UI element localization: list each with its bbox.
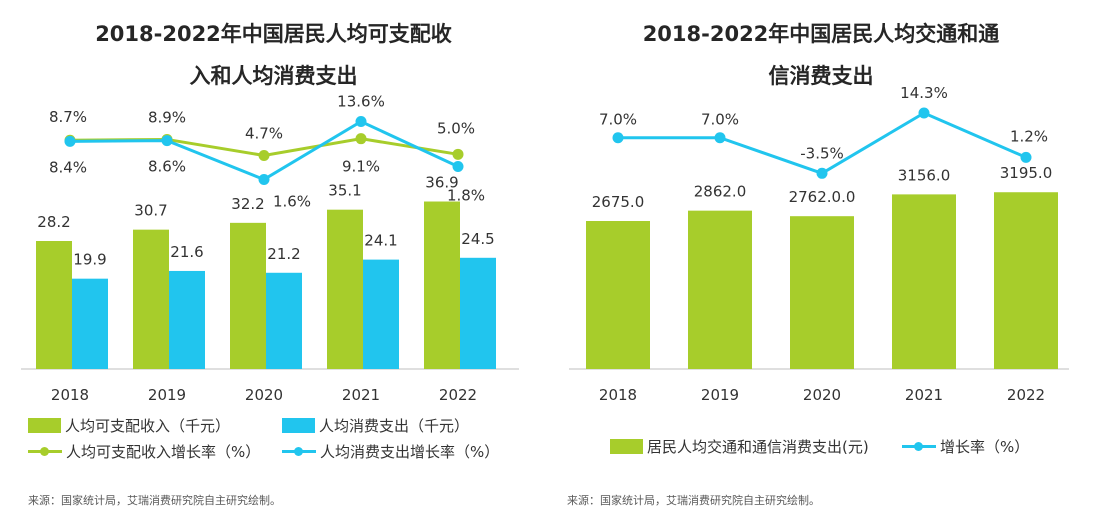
growth-point-2018 <box>64 135 76 147</box>
bar-primary-2020 <box>790 216 854 369</box>
bar-primary-2022 <box>424 201 460 369</box>
transport-communication-chart: 2018 2019 2020 2021 2022 2675.0 2862.0 2762.0.0… <box>569 84 1069 404</box>
source-note: 来源：国家统计局，艾瑞消费研究院自主研究绘制。 <box>567 494 820 507</box>
growth-label-2018: 8.4% <box>49 158 87 176</box>
x-tick-label-2019: 2019 <box>148 386 186 404</box>
legend-item-consumption-growth: 人均消费支出增长率（%） <box>282 442 499 462</box>
legend-swatch-growth <box>902 439 936 454</box>
income-consumption-panel: 2018-2022年中国居民人均可支配收 入和人均消费支出 2018 2019 20… <box>0 0 547 514</box>
legend-item-spending: 居民人均交通和通信消费支出(元) <box>610 437 869 457</box>
legend-swatch-consumption-growth <box>282 444 316 459</box>
growth-label-2022: 5.0% <box>437 119 475 137</box>
x-tick-label-2020: 2020 <box>245 386 283 404</box>
growth-label-2020: 1.6% <box>273 192 311 210</box>
growth-line-primary <box>618 111 1027 175</box>
chart-title-line2: 信消费支出 <box>768 64 874 88</box>
growth-label-2019: 7.0% <box>701 111 739 129</box>
bar-primary-2019 <box>133 229 169 369</box>
bar-value-label-2018: 2675.0 <box>592 193 645 211</box>
growth-label-2021: 14.3% <box>900 84 948 102</box>
legend-swatch-consumption <box>282 418 315 433</box>
growth-point-2021 <box>355 116 367 128</box>
legend-item-income-growth: 人均可支配收入增长率（%） <box>28 442 260 462</box>
growth-label-2018: 8.7% <box>49 108 87 126</box>
bar-value-label-2019: 2862.0 <box>694 183 747 201</box>
growth-point-2020 <box>816 167 828 179</box>
legend-label-income-growth: 人均可支配收入增长率（%） <box>66 443 261 461</box>
bar-secondary-2019 <box>169 270 205 369</box>
growth-point-2022 <box>452 148 464 160</box>
growth-label-2020: -3.5% <box>800 144 844 162</box>
legend-label-spending: 居民人均交通和通信消费支出(元) <box>647 438 869 456</box>
bar-primary-2020 <box>230 222 266 369</box>
bar-primary-2019 <box>688 210 752 369</box>
chart-title-line1: 2018-2022年中国居民人均交通和通 <box>642 22 1000 46</box>
x-tick-label-2022: 2022 <box>1007 386 1045 404</box>
x-tick-label-2020: 2020 <box>803 386 841 404</box>
bar-secondary-2021 <box>363 259 399 369</box>
bar-primary-2018 <box>36 241 72 369</box>
legend-item-growth: 增长率（%） <box>902 437 1029 457</box>
bar-value-label-2018: 19.9 <box>73 251 106 269</box>
x-tick-label-2019: 2019 <box>701 386 739 404</box>
x-tick-label-2021: 2021 <box>342 386 380 404</box>
x-tick-label-2021: 2021 <box>905 386 943 404</box>
growth-point-2021 <box>918 107 930 119</box>
growth-point-2020 <box>258 173 270 185</box>
bar-value-label-2021: 3156.0 <box>898 166 951 184</box>
x-tick-label-2022: 2022 <box>439 386 477 404</box>
legend-label-consumption: 人均消费支出（千元） <box>319 417 470 435</box>
bar-primary-2021 <box>327 209 363 369</box>
growth-point-2019 <box>714 132 726 144</box>
growth-label-2018: 7.0% <box>599 111 637 129</box>
bar-value-label-2022: 24.5 <box>461 230 494 248</box>
growth-label-2019: 8.6% <box>148 158 186 176</box>
bar-value-label-2022: 3195.0 <box>1000 164 1053 182</box>
growth-label-2021: 9.1% <box>342 158 380 176</box>
bar-value-label-2021: 35.1 <box>328 182 361 200</box>
growth-point-2020 <box>258 149 270 161</box>
growth-label-2022: 1.8% <box>447 187 485 205</box>
growth-point-2022 <box>1020 151 1032 163</box>
growth-label-2021: 13.6% <box>337 93 385 111</box>
transport-communication-panel: 2018-2022年中国居民人均交通和通 信消费支出 2018 2019 2020 2… <box>547 0 1095 514</box>
bar-value-label-2019: 30.7 <box>134 202 167 220</box>
bar-value-label-2020: 2762.0.0 <box>789 188 856 206</box>
legend-label-consumption-growth: 人均消费支出增长率（%） <box>320 443 500 461</box>
legend-label-growth: 增长率（%） <box>940 438 1030 456</box>
legend-swatch-income <box>28 418 61 433</box>
bar-secondary-2018 <box>72 278 108 369</box>
x-tick-label-2018: 2018 <box>51 386 89 404</box>
bar-value-label-2021: 24.1 <box>364 232 397 250</box>
chart-title-line1: 2018-2022年中国居民人均可支配收 <box>95 22 452 46</box>
growth-point-2022 <box>452 161 464 173</box>
growth-point-2019 <box>161 135 173 147</box>
income-consumption-chart: 2018 2019 2020 2021 2022 28.2 30.7 32.2 35.1 36.9… <box>21 93 519 404</box>
bar-value-label-2018: 28.2 <box>37 213 70 231</box>
legend-label-income: 人均可支配收入（千元） <box>65 417 231 435</box>
bar-primary-2022 <box>994 192 1058 369</box>
chart-title-line2: 入和人均消费支出 <box>189 64 358 88</box>
growth-point-2018 <box>612 132 624 144</box>
growth-label-2022: 1.2% <box>1010 127 1048 145</box>
bar-secondary-2020 <box>266 272 302 369</box>
legend-item-income: 人均可支配收入（千元） <box>28 416 230 436</box>
legend-item-consumption: 人均消费支出（千元） <box>282 416 469 436</box>
legend-swatch-income-growth <box>28 444 62 459</box>
bar-value-label-2022: 36.9 <box>425 174 458 192</box>
x-tick-label-2018: 2018 <box>599 386 637 404</box>
growth-point-2021 <box>355 133 367 145</box>
bar-value-label-2019: 21.6 <box>170 243 203 261</box>
growth-label-2020: 4.7% <box>245 124 283 142</box>
source-note: 来源：国家统计局，艾瑞消费研究院自主研究绘制。 <box>28 494 281 507</box>
growth-label-2019: 8.9% <box>148 108 186 126</box>
legend-swatch-spending <box>610 439 643 454</box>
bar-value-label-2020: 32.2 <box>231 195 264 213</box>
bar-secondary-2022 <box>460 257 496 369</box>
bar-primary-2018 <box>586 221 650 369</box>
bar-value-label-2020: 21.2 <box>267 245 300 263</box>
bar-primary-2021 <box>892 194 956 369</box>
